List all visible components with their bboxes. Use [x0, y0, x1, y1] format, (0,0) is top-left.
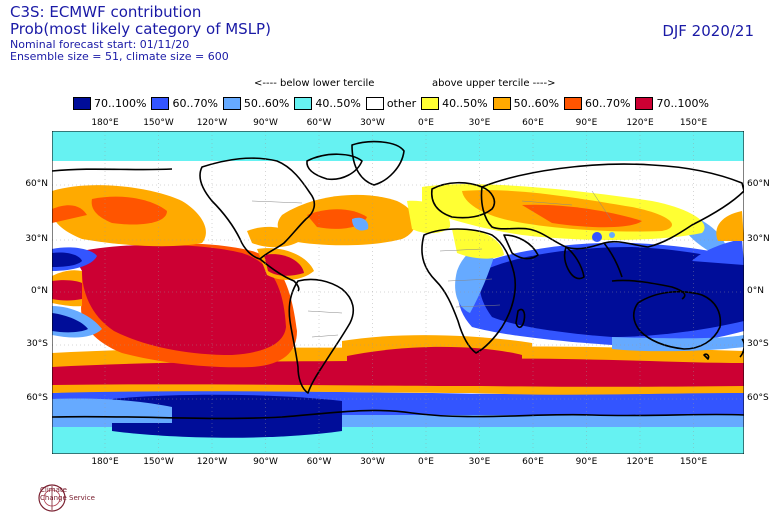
legend-label: 60..70% [585, 97, 631, 110]
latitude-label: 60°N [25, 179, 48, 189]
map [51, 130, 745, 455]
logo-line2: Change Service [40, 493, 95, 502]
legend-swatch [151, 97, 170, 110]
legend: 70..100% 60..70% 50..60% 40..50% other 40..50… [73, 97, 714, 110]
legend-label: other [386, 97, 417, 110]
below-tercile-label: <---- below lower tercile [254, 78, 375, 89]
season-label: DJF 2020/21 [662, 22, 754, 40]
latitude-label: 60°S [26, 393, 48, 403]
longitude-label: 120°E [626, 118, 654, 128]
legend-item: 60..70% [564, 97, 630, 110]
legend-label: 70..100% [94, 97, 147, 110]
page-title: C3S: ECMWF contribution [10, 3, 202, 21]
longitude-label: 90°E [575, 457, 598, 467]
longitude-label: 30°E [468, 118, 491, 128]
map-canvas [51, 130, 745, 455]
latitude-label: 30°S [747, 339, 769, 349]
longitude-label: 30°W [360, 457, 385, 467]
latitude-label: 0°N [31, 286, 48, 296]
legend-label: 50..60% [513, 97, 560, 110]
longitude-label: 150°W [143, 457, 174, 467]
legend-item: 40..50% [294, 97, 361, 110]
latitude-label: 60°S [747, 393, 769, 403]
ensemble-size: Ensemble size = 51, climate size = 600 [10, 50, 229, 64]
legend-item: other [365, 97, 417, 110]
page-subtitle: Prob(most likely category of MSLP) [10, 20, 271, 39]
forecast-start: Nominal forecast start: 01/11/20 [10, 37, 190, 51]
legend-swatch [421, 97, 440, 110]
longitude-label: 30°W [360, 118, 385, 128]
logo-text: Climate Change Service [40, 486, 110, 502]
longitude-label: 150°E [679, 118, 708, 128]
legend-item: 40..50% [421, 97, 488, 110]
legend-item: 50..60% [492, 97, 560, 110]
legend-item: 50..60% [222, 97, 290, 110]
longitude-label: 60°E [522, 457, 544, 467]
logo-line1: Climate [40, 486, 67, 494]
longitude-label: 90°W [253, 118, 278, 128]
legend-swatch [564, 97, 583, 110]
copernicus-logo-icon [38, 484, 66, 512]
latitude-label: 0°N [747, 286, 764, 296]
longitude-label: 120°E [626, 457, 654, 467]
longitude-label: 0°E [418, 118, 434, 128]
legend-swatch [222, 97, 241, 110]
longitude-label: 90°W [253, 457, 278, 467]
longitude-label: 150°E [679, 457, 708, 467]
longitude-label: 90°E [575, 118, 598, 128]
longitude-label: 30°E [468, 457, 491, 467]
legend-swatch [73, 97, 91, 110]
latitude-label: 30°N [747, 234, 770, 244]
longitude-label: 120°W [196, 118, 228, 128]
longitude-label: 60°E [522, 118, 544, 128]
above-tercile-label: above upper tercile ----> [432, 78, 556, 89]
legend-item: 70..100% [73, 97, 146, 110]
header: C3S: ECMWF contribution Prob(most likely… [10, 3, 271, 64]
legend-item: 70..100% [635, 97, 709, 110]
legend-item: 60..70% [151, 97, 218, 110]
latitude-label: 30°N [25, 234, 48, 244]
legend-label: 50..60% [243, 97, 290, 110]
longitude-label: 150°W [143, 118, 174, 128]
latitude-label: 30°S [26, 339, 48, 349]
legend-label: 40..50% [315, 97, 361, 110]
latitude-label: 60°N [747, 179, 770, 189]
longitude-label: 120°W [196, 457, 228, 467]
legend-label: 60..70% [172, 97, 218, 110]
longitude-label: 0°E [418, 457, 434, 467]
longitude-label: 180°E [91, 457, 119, 467]
longitude-label: 60°W [306, 118, 332, 128]
legend-swatch [635, 97, 654, 110]
legend-swatch [492, 97, 511, 110]
legend-swatch [365, 97, 384, 110]
legend-swatch [294, 97, 313, 110]
longitude-label: 180°E [91, 118, 119, 128]
legend-label: 70..100% [656, 97, 709, 110]
legend-label: 40..50% [442, 97, 488, 110]
longitude-label: 60°W [306, 457, 332, 467]
